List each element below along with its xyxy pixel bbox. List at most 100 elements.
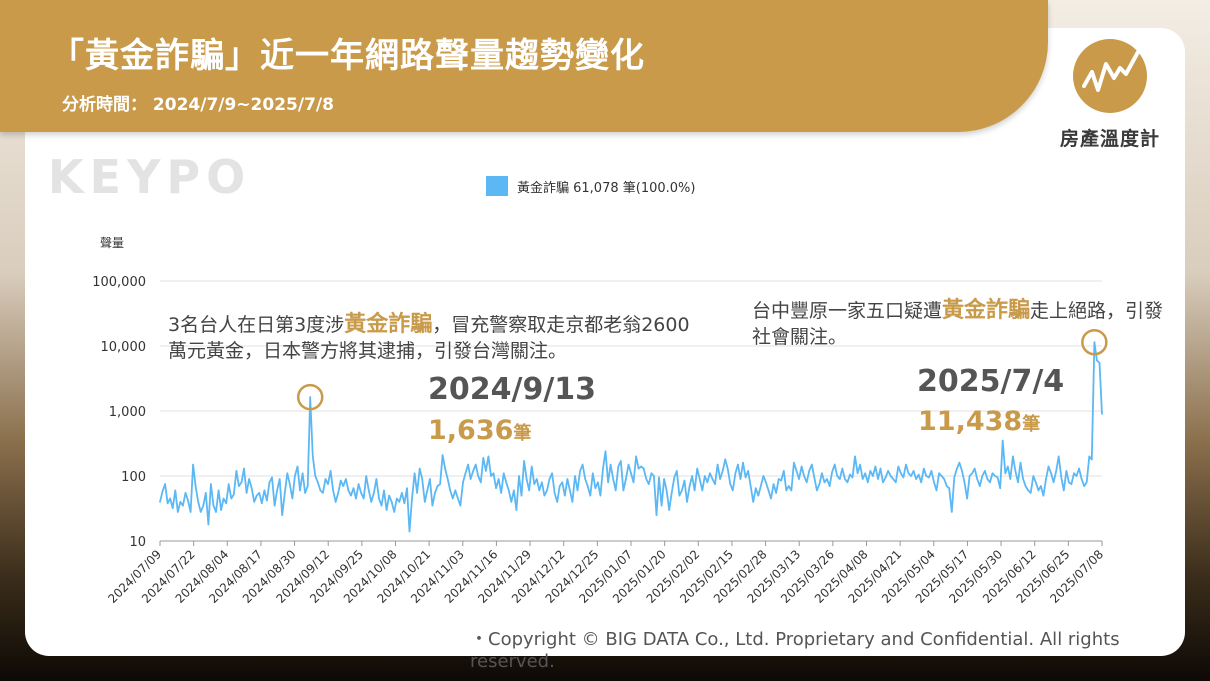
data-point [732, 489, 734, 492]
data-point [963, 481, 966, 484]
peak-left-number: 1,636 [428, 415, 514, 446]
data-point [1096, 359, 1098, 362]
data-point [767, 489, 770, 492]
data-point [312, 455, 314, 458]
data-point [222, 497, 225, 500]
data-point [737, 463, 739, 466]
data-point [663, 478, 665, 480]
data-point [604, 450, 607, 453]
data-point [439, 483, 441, 485]
data-point [775, 492, 777, 494]
data-point [676, 470, 678, 472]
data-point [380, 504, 383, 507]
data-point [607, 481, 609, 484]
data-point [892, 478, 894, 480]
data-point [632, 481, 635, 484]
data-point [981, 475, 984, 477]
data-point [729, 483, 732, 485]
data-point [716, 463, 719, 466]
data-point [541, 481, 543, 484]
data-point [248, 478, 250, 480]
data-point [289, 483, 291, 485]
data-point [895, 481, 897, 484]
data-point [887, 470, 889, 472]
data-point [991, 472, 994, 475]
data-point [923, 467, 925, 470]
data-point [548, 478, 551, 480]
data-point [811, 463, 813, 466]
data-point [421, 478, 424, 480]
data-point [322, 492, 324, 494]
data-point [579, 470, 581, 472]
data-point [968, 475, 971, 477]
data-point [444, 467, 446, 470]
data-point [650, 472, 653, 475]
data-point [345, 478, 347, 480]
data-point [1052, 481, 1055, 484]
y-tick-label: 1,000 [109, 405, 146, 420]
data-point [1019, 461, 1022, 464]
data-point [1075, 475, 1078, 477]
data-point [360, 492, 362, 494]
data-point [836, 475, 838, 477]
data-point [408, 530, 411, 533]
data-point [808, 470, 810, 472]
data-point [436, 485, 439, 487]
peak-left-unit: 筆 [513, 423, 532, 444]
data-point [841, 467, 844, 470]
data-point [673, 476, 676, 479]
data-point [864, 472, 866, 475]
data-point [1083, 485, 1085, 487]
data-point [958, 461, 961, 464]
data-point [576, 489, 579, 492]
annotation-left-before: 3名台人在日第3度涉 [168, 314, 345, 336]
data-point [790, 489, 793, 492]
data-point [627, 463, 630, 466]
peak-right-number: 11,438 [918, 406, 1023, 437]
data-point [480, 481, 482, 484]
data-point [635, 455, 637, 458]
data-point [724, 458, 726, 461]
data-point [566, 478, 569, 480]
data-point [818, 483, 821, 485]
data-point [477, 475, 480, 477]
data-point [879, 467, 882, 470]
data-point [299, 489, 301, 492]
header-banner [0, 0, 1048, 132]
data-point [398, 501, 401, 503]
data-point [617, 465, 620, 468]
data-point [1101, 413, 1103, 415]
data-point [510, 501, 513, 503]
data-point [546, 489, 548, 492]
data-point [780, 479, 782, 482]
peak-right-value: 11,438筆 [918, 406, 1040, 437]
data-point [199, 511, 202, 513]
data-point [569, 489, 571, 492]
data-point [851, 476, 854, 479]
data-point [925, 475, 928, 477]
data-point [202, 504, 205, 507]
data-point [973, 467, 976, 470]
data-point [291, 497, 294, 500]
data-point [515, 509, 518, 511]
data-point [365, 475, 368, 477]
data-point [220, 509, 222, 511]
data-point [378, 497, 380, 500]
data-point [1045, 478, 1047, 480]
data-point [1042, 494, 1045, 497]
data-point [762, 475, 765, 477]
data-point [1012, 455, 1014, 458]
data-point [1070, 483, 1073, 485]
data-point [905, 463, 907, 466]
data-point [337, 492, 340, 494]
data-point [332, 489, 334, 492]
data-point [1085, 481, 1088, 484]
data-point [831, 471, 833, 473]
data-point [334, 501, 337, 503]
data-point [884, 476, 887, 479]
data-point [462, 481, 464, 484]
data-point [902, 476, 905, 479]
data-point [171, 507, 174, 510]
data-point [714, 483, 716, 485]
